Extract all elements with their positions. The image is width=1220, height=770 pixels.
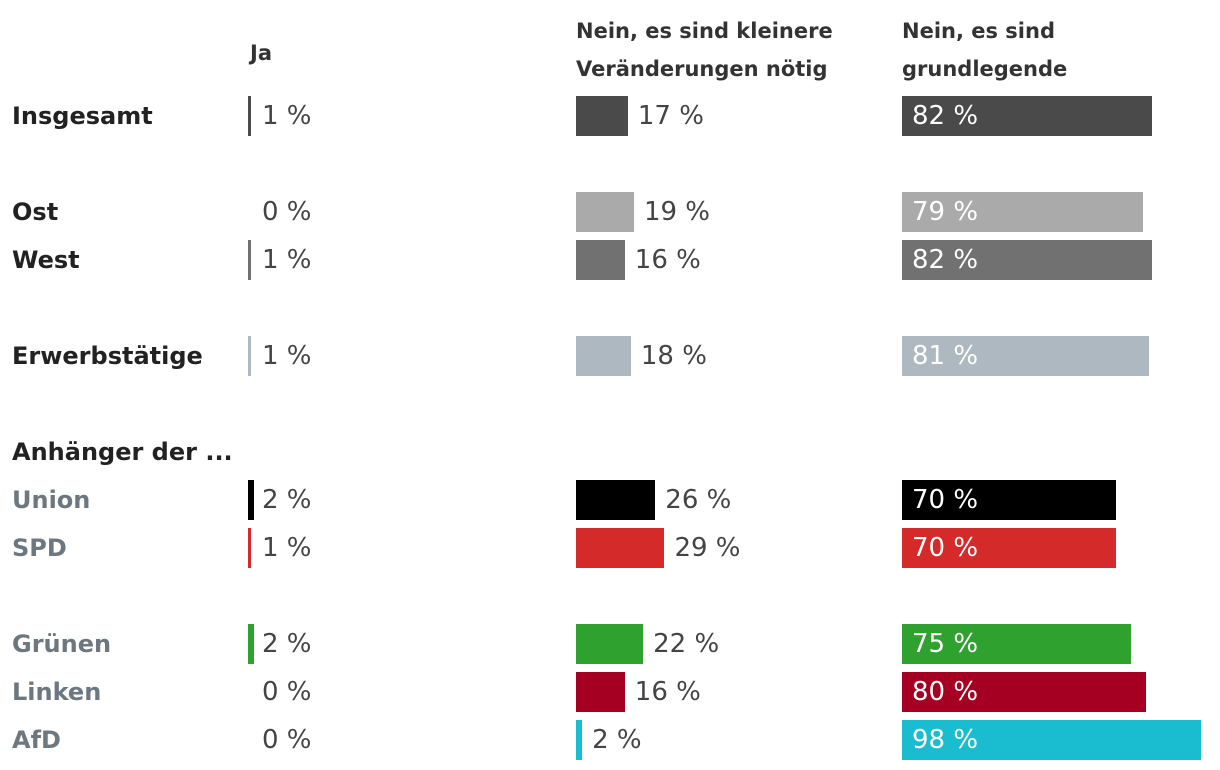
value-label: 16 % [634,677,701,707]
row-label: AfD [12,726,61,754]
row-label: Grünen [12,630,112,658]
bar [576,624,644,664]
bar [576,192,634,232]
value-label: 2 % [592,725,642,755]
value-label: 0 % [262,725,312,755]
bar [576,720,583,760]
bar [902,192,1143,232]
bar [248,528,251,568]
bar [576,528,665,568]
value-label: 0 % [262,197,312,227]
row-label: Insgesamt [12,102,153,130]
bar [902,672,1146,712]
value-label: 29 % [674,533,741,563]
bar [902,336,1150,376]
value-label: 82 % [912,245,979,275]
bar [902,624,1131,664]
value-label: 2 % [262,629,312,659]
value-label: 1 % [262,101,312,131]
group-heading: Anhänger der ... [12,438,233,466]
row-label: West [12,246,80,274]
bar [576,480,656,520]
value-label: 70 % [912,533,979,563]
value-label: 70 % [912,485,979,515]
value-label: 17 % [637,101,704,131]
value-label: 16 % [634,245,701,275]
bar [902,96,1153,136]
column-header: Nein, es sind kleinere Veränderungen nöt… [576,19,833,81]
bar [576,96,628,136]
value-label: 26 % [665,485,732,515]
bar [902,720,1201,760]
bar [576,336,631,376]
value-label: 79 % [912,197,979,227]
value-label: 82 % [912,101,979,131]
value-label: 18 % [640,341,707,371]
row-label: SPD [12,534,67,562]
value-label: 75 % [912,629,979,659]
value-label: 19 % [643,197,710,227]
row-label: Erwerbstätige [12,342,203,370]
value-label: 81 % [912,341,979,371]
bar [248,96,251,136]
value-label: 98 % [912,725,979,755]
bar [248,480,254,520]
value-label: 1 % [262,245,312,275]
bar [576,240,625,280]
bar [248,240,251,280]
value-label: 2 % [262,485,312,515]
bar [902,240,1153,280]
value-label: 0 % [262,677,312,707]
bar [902,480,1116,520]
value-label: 80 % [912,677,979,707]
value-label: 1 % [262,341,312,371]
bar [248,624,254,664]
bar [576,672,625,712]
bar [248,336,251,376]
value-label: 1 % [262,533,312,563]
row-label: Ost [12,198,59,226]
column-header: Ja [250,41,272,65]
row-label: Union [12,486,91,514]
value-label: 22 % [653,629,720,659]
bar [902,528,1116,568]
row-label: Linken [12,678,102,706]
